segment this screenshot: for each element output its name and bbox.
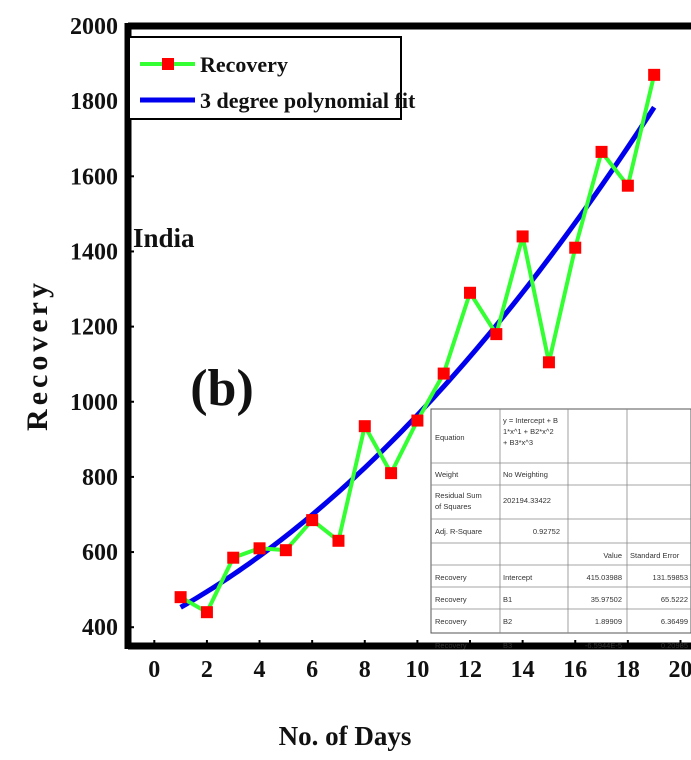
data-point <box>279 544 292 557</box>
fit-table-label: Weight <box>435 470 459 479</box>
fit-table-label: of Squares <box>435 502 472 511</box>
x-tick-label: 6 <box>306 657 318 683</box>
data-point <box>306 514 319 527</box>
fit-table-label: Residual Sum <box>435 491 482 500</box>
data-point <box>332 534 345 547</box>
fit-param-cell: B2 <box>503 617 512 626</box>
data-point <box>358 420 371 433</box>
x-tick-label: 0 <box>148 657 160 683</box>
fit-equation-line: y = Intercept + B <box>503 416 558 425</box>
fit-param-cell: Recovery <box>435 617 467 626</box>
data-point <box>595 145 608 158</box>
data-point <box>490 328 503 341</box>
x-tick-label: 18 <box>616 657 640 683</box>
legend-box <box>128 36 402 120</box>
data-point <box>464 286 477 299</box>
fit-param-cell: -6.5944E-5 <box>585 641 622 650</box>
y-tick-label: 600 <box>82 540 118 566</box>
data-point <box>516 230 529 243</box>
fit-param-cell: 6.36499 <box>661 617 688 626</box>
data-point <box>385 467 398 480</box>
fit-param-cell: Recovery <box>435 595 467 604</box>
x-tick-label: 16 <box>563 657 587 683</box>
fit-param-cell: 65.5222 <box>661 595 688 604</box>
fit-table-header: Standard Error <box>630 551 680 560</box>
fit-param-cell: 35.97502 <box>591 595 622 604</box>
x-tick-label: 20 <box>668 657 691 683</box>
x-tick-label: 10 <box>405 657 429 683</box>
y-tick-label: 1000 <box>70 390 118 416</box>
data-point <box>621 179 634 192</box>
x-axis-title: No. of Days <box>279 721 412 751</box>
x-tick-label: 8 <box>359 657 371 683</box>
country-label: India <box>133 223 195 253</box>
fit-table-label: Adj. R-Square <box>435 527 482 536</box>
data-point <box>648 68 661 81</box>
x-tick-label: 14 <box>511 657 535 683</box>
data-point <box>542 356 555 369</box>
data-point <box>227 551 240 564</box>
fit-param-cell: 1.89909 <box>595 617 622 626</box>
fit-param-cell: Intercept <box>503 573 533 582</box>
y-axis-title: Recovery <box>21 279 54 431</box>
fit-param-cell: 131.59853 <box>653 573 688 582</box>
fit-table-box <box>430 408 691 634</box>
fit-table-header: Value <box>603 551 622 560</box>
fit-param-cell: 0.20985 <box>661 641 688 650</box>
y-tick-label: 400 <box>82 615 118 641</box>
x-tick-label: 4 <box>254 657 266 683</box>
y-tick-label: 1400 <box>70 239 118 265</box>
legend-recovery-marker <box>162 58 174 70</box>
fit-param-cell: B3 <box>503 641 512 650</box>
fit-equation-line: 1*x^1 + B2*x^2 <box>503 427 554 436</box>
data-point <box>174 591 187 604</box>
fit-param-cell: Recovery <box>435 573 467 582</box>
y-tick-label: 800 <box>82 465 118 491</box>
fit-table-label: Equation <box>435 433 465 442</box>
data-point <box>253 542 266 555</box>
y-tick-label: 1800 <box>70 89 118 115</box>
data-point <box>437 367 450 380</box>
x-tick-label: 2 <box>201 657 213 683</box>
data-point <box>411 414 424 427</box>
legend-recovery-label: Recovery <box>200 52 288 77</box>
fit-equation-line: + B3*x^3 <box>503 438 533 447</box>
data-point <box>200 606 213 619</box>
data-point <box>569 241 582 254</box>
fit-param-cell: B1 <box>503 595 512 604</box>
fit-table-value: 202194.33422 <box>503 496 551 505</box>
y-tick-label: 1600 <box>70 164 118 190</box>
panel-label: (b) <box>190 360 254 417</box>
fit-param-cell: Recovery <box>435 641 467 650</box>
fit-param-cell: 415.03988 <box>587 573 622 582</box>
y-tick-label: 2000 <box>70 14 118 40</box>
x-tick-label: 12 <box>458 657 482 683</box>
fit-table-value: No Weighting <box>503 470 548 479</box>
y-tick-label: 1200 <box>70 315 118 341</box>
legend-fit-label: 3 degree polynomial fit <box>200 88 416 113</box>
fit-table-value: 0.92752 <box>533 527 560 536</box>
